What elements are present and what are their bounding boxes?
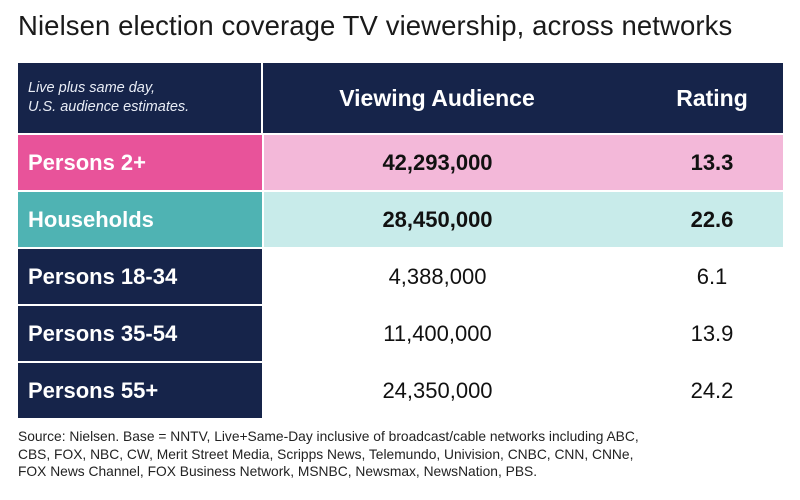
rating-value: 13.9 [611,304,783,362]
header-note-line-1: Live plus same day, [28,80,156,96]
table-header-row: Live plus same day, U.S. audience estima… [18,63,783,135]
chart-title: Nielsen election coverage TV viewership,… [18,10,733,41]
viewing-audience-value: 28,450,000 [263,190,611,248]
column-header-viewing-audience: Viewing Audience [263,63,611,135]
viewership-table-container: Live plus same day, U.S. audience estima… [18,63,783,420]
row-label: Persons 18-34 [18,247,264,305]
row-label: Households [18,190,264,248]
row-label: Persons 35-54 [18,304,264,362]
viewership-table: Live plus same day, U.S. audience estima… [18,63,783,418]
viewing-audience-value: 24,350,000 [263,361,611,418]
footnote-line-3: FOX News Channel, FOX Business Network, … [18,464,538,480]
viewing-audience-value: 11,400,000 [263,304,611,362]
header-note: Live plus same day, U.S. audience estima… [28,79,189,117]
rating-value: 13.3 [611,133,783,191]
table-row: Persons 2+ 42,293,000 13.3 [18,133,783,191]
footnote-line-2: CBS, FOX, NBC, CW, Merit Street Media, S… [18,446,634,462]
row-label: Persons 2+ [18,133,264,191]
source-footnote: Source: Nielsen. Base = NNTV, Live+Same-… [18,428,793,481]
table-row: Households 28,450,000 22.6 [18,190,783,248]
rating-value: 6.1 [611,247,783,305]
table-row: Persons 18-34 4,388,000 6.1 [18,247,783,305]
footnote-line-1: Source: Nielsen. Base = NNTV, Live+Same-… [18,429,639,444]
header-note-line-2: U.S. audience estimates. [28,99,190,115]
rating-value: 22.6 [611,190,783,248]
table-row: Persons 55+ 24,350,000 24.2 [18,361,783,418]
table-row: Persons 35-54 11,400,000 13.9 [18,304,783,362]
column-header-rating: Rating [611,63,783,135]
viewing-audience-value: 42,293,000 [263,133,611,191]
rating-value: 24.2 [611,361,783,418]
row-label: Persons 55+ [18,361,264,418]
viewing-audience-value: 4,388,000 [263,247,611,305]
header-note-cell: Live plus same day, U.S. audience estima… [18,63,263,135]
